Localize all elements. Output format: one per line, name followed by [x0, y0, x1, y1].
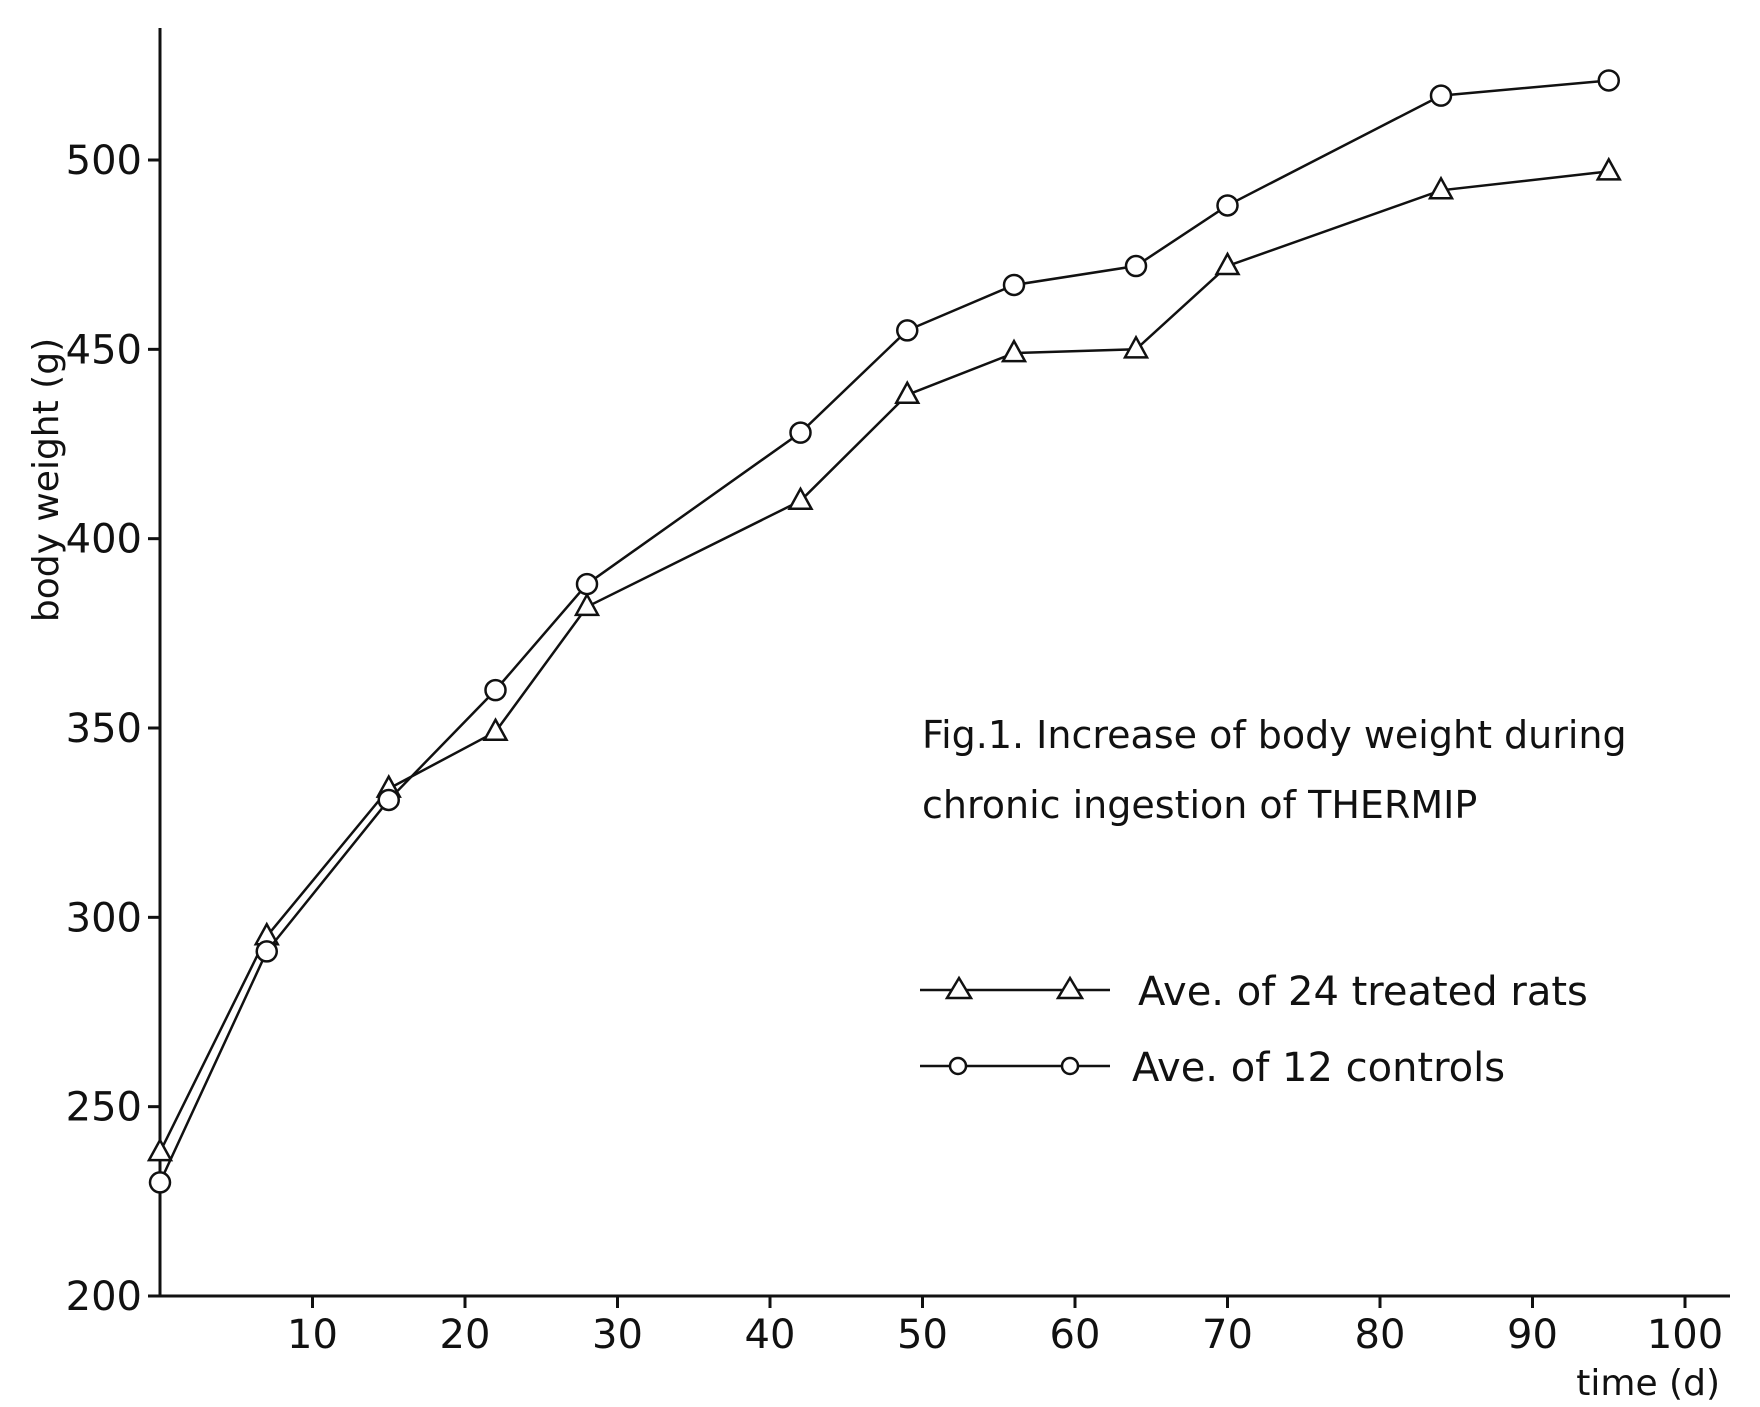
point-controls [1216, 194, 1239, 217]
point-treated [1122, 334, 1150, 359]
legend-label-treated: Ave. of 24 treated rats [1138, 969, 1588, 1015]
x-tick-label: 100 [1647, 1312, 1723, 1358]
point-treated [1214, 251, 1241, 276]
ticks: 10 20 30 40 50 60 70 80 90 100 200 250 300 350 400 450 5… [66, 138, 1724, 1358]
x-tick-label: 50 [897, 1312, 948, 1358]
point-controls [148, 1171, 172, 1194]
point-controls [1002, 273, 1026, 297]
point-controls [1429, 84, 1453, 107]
point-treated [146, 1137, 174, 1162]
x-tick-label: 70 [1202, 1312, 1253, 1358]
x-tick-label: 20 [440, 1312, 491, 1358]
y-axis-title: body weight (g) [26, 338, 67, 622]
caption-line-2: chronic ingestion of THERMIP [922, 783, 1477, 827]
y-tick-label: 300 [66, 895, 142, 941]
axes [158, 28, 1730, 1298]
y-tick-label: 250 [66, 1085, 142, 1131]
point-treated [787, 486, 814, 511]
point-controls [377, 788, 400, 812]
series-line-treated [158, 170, 1609, 1153]
legend-triangle-icon [944, 975, 974, 1000]
legend-triangle-icon [1055, 975, 1085, 1000]
point-controls [255, 940, 278, 963]
legend-circle-icon [1060, 1056, 1080, 1076]
x-axis-title: time (d) [1576, 1363, 1720, 1404]
caption-line-1: Fig.1. Increase of body weight during [922, 713, 1627, 757]
legend-label-controls: Ave. of 12 controls [1132, 1045, 1505, 1091]
legend-circle-icon [948, 1056, 968, 1076]
y-tick-label: 400 [66, 517, 142, 563]
point-treated [573, 592, 601, 617]
point-treated [1595, 156, 1622, 181]
point-controls [789, 421, 812, 444]
legend: Ave. of 24 treated rats Ave. of 12 contr… [920, 969, 1588, 1091]
point-controls [1597, 69, 1620, 92]
point-controls [896, 319, 919, 342]
y-tick-label: 500 [66, 138, 142, 184]
y-tick-label: 200 [66, 1274, 142, 1320]
legend-item-treated: Ave. of 24 treated rats [920, 969, 1588, 1015]
y-tick-label: 450 [66, 327, 142, 373]
point-treated [894, 380, 921, 405]
point-controls [484, 678, 507, 702]
point-treated [482, 717, 509, 742]
x-tick-label: 90 [1507, 1312, 1558, 1358]
x-tick-label: 10 [287, 1312, 338, 1358]
x-tick-label: 40 [745, 1312, 796, 1358]
x-tick-label: 80 [1355, 1312, 1406, 1358]
point-treated [1000, 338, 1028, 363]
y-tick-label: 350 [66, 706, 142, 752]
series-line-controls [158, 79, 1609, 1183]
x-tick-label: 60 [1050, 1312, 1101, 1358]
legend-item-controls: Ave. of 12 controls [920, 1045, 1505, 1091]
point-treated [1427, 175, 1455, 200]
figure-caption: Fig.1. Increase of body weight during ch… [922, 713, 1627, 827]
point-controls [1124, 254, 1148, 278]
point-controls [575, 572, 599, 596]
series-layer [146, 69, 1622, 1194]
x-tick-label: 30 [592, 1312, 643, 1358]
